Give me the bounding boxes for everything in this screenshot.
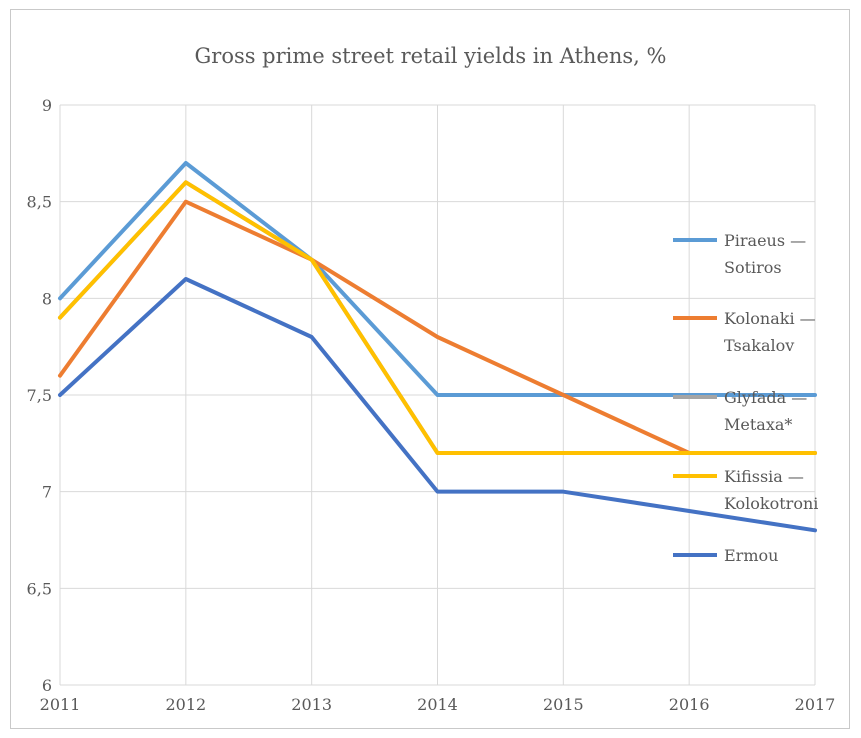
axes: 6 6,5 7 7,5 8 8,5 9 2011 2012 2013 2014 2015 2016 201… bbox=[27, 96, 836, 714]
y-tick-label: 8 bbox=[42, 289, 52, 308]
legend-label: Kifissia — bbox=[724, 467, 804, 486]
y-tick-label: 7,5 bbox=[27, 386, 52, 405]
y-tick-label: 7 bbox=[42, 483, 52, 502]
y-tick-label: 6,5 bbox=[27, 579, 52, 598]
x-tick-label: 2014 bbox=[417, 695, 458, 714]
y-tick-label: 6 bbox=[42, 676, 52, 695]
series-line-3 bbox=[58, 180, 817, 455]
legend-label: Sotiros bbox=[724, 258, 782, 277]
x-tick-label: 2015 bbox=[543, 695, 584, 714]
series-lines bbox=[58, 161, 817, 533]
chart-title: Gross prime street retail yields in Athe… bbox=[194, 44, 667, 68]
legend-label: Tsakalov bbox=[724, 336, 794, 355]
series-line-4 bbox=[58, 277, 817, 533]
legend-label: Piraeus — bbox=[724, 231, 806, 250]
x-tick-label: 2016 bbox=[669, 695, 710, 714]
y-tick-label: 9 bbox=[42, 96, 52, 115]
legend-label: Ermou bbox=[724, 546, 778, 565]
legend-label: Metaxa* bbox=[724, 415, 792, 434]
chart-frame bbox=[10, 9, 850, 729]
x-tick-label: 2011 bbox=[40, 695, 81, 714]
x-tick-label: 2017 bbox=[795, 695, 836, 714]
x-tick-label: 2013 bbox=[291, 695, 332, 714]
legend-label: Glyfada — bbox=[724, 388, 807, 407]
y-tick-label: 8,5 bbox=[27, 193, 52, 212]
legend: Piraeus — Sotiros Kolonaki — Tsakalov Glyfad… bbox=[673, 231, 818, 565]
x-tick-label: 2012 bbox=[165, 695, 206, 714]
legend-label: Kolonaki — bbox=[724, 309, 816, 328]
legend-label: Kolokotroni bbox=[724, 494, 818, 513]
